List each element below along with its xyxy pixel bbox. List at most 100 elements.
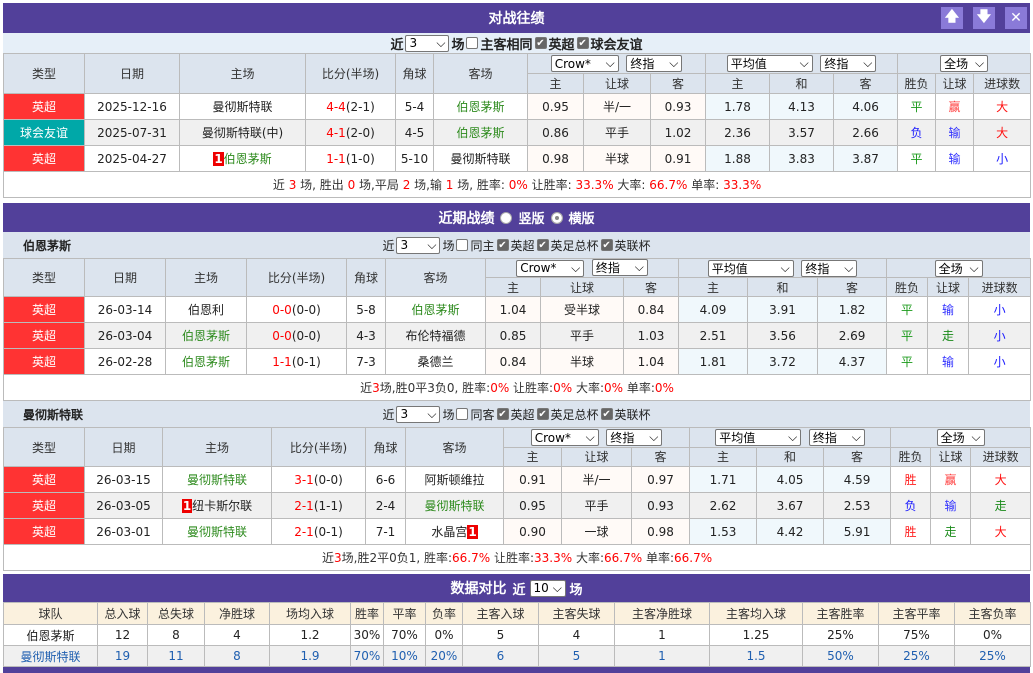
close-icon[interactable]: ✕: [1005, 7, 1027, 29]
league-checkbox[interactable]: ✔: [600, 408, 613, 420]
team-name[interactable]: 布伦特福德: [405, 329, 466, 343]
league-type[interactable]: 英超: [3, 296, 85, 323]
match-row[interactable]: 英超 26-03-01 曼彻斯特联 2-1(0-1) 7-1 水晶宫1 0.90 一球 0.98…: [3, 518, 1032, 545]
league-type[interactable]: 英超: [3, 518, 85, 545]
avg-kind-select[interactable]: 终指 ⌵: [801, 259, 858, 277]
away-team[interactable]: 伯恩茅斯: [433, 119, 528, 146]
league-type[interactable]: 英超: [3, 145, 85, 172]
away-team[interactable]: 曼彻斯特联: [405, 492, 504, 519]
league-checkbox[interactable]: ✔: [576, 37, 589, 49]
match-score[interactable]: 4-4(2-1): [305, 93, 396, 120]
team-same-checkbox[interactable]: [456, 408, 469, 420]
home-team[interactable]: 曼彻斯特联: [162, 518, 272, 545]
team-name[interactable]: 曼彻斯特联: [450, 152, 511, 166]
team-name[interactable]: 桑德兰: [417, 355, 454, 369]
away-team[interactable]: 曼彻斯特联: [433, 145, 528, 172]
team-name[interactable]: 阿斯顿维拉: [424, 473, 485, 487]
match-row[interactable]: 英超 2025-04-27 1伯恩茅斯 1-1(1-0) 5-10 曼彻斯特联 0.98 半球…: [3, 145, 1032, 172]
away-team[interactable]: 布伦特福德: [385, 322, 486, 349]
stats-count-select[interactable]: 10 ⌵: [529, 579, 566, 597]
team-name[interactable]: 曼彻斯特联(中): [201, 126, 284, 140]
match-row[interactable]: 英超 26-03-14 伯恩利 0-0(0-0) 5-8 伯恩茅斯 1.04 受半球 0.84 4…: [3, 296, 1032, 323]
team-count-select[interactable]: 3 ⌵: [396, 405, 441, 423]
team-name[interactable]: 伯恩茅斯: [456, 126, 505, 140]
team-name[interactable]: 伯恩茅斯: [181, 355, 230, 369]
away-team[interactable]: 伯恩茅斯: [433, 93, 528, 120]
avg-select[interactable]: 平均值 ⌵: [715, 428, 802, 446]
match-score[interactable]: 2-1(0-1): [271, 518, 366, 545]
h2h-count-select[interactable]: 3 ⌵: [405, 34, 450, 52]
league-type[interactable]: 英超: [3, 492, 85, 519]
team-same-checkbox[interactable]: [456, 239, 469, 251]
company-select[interactable]: Crow* ⌵: [550, 55, 619, 73]
match-row[interactable]: 英超 26-02-28 伯恩茅斯 1-1(0-1) 7-3 桑德兰 0.84 半球 1.04 1.…: [3, 348, 1032, 375]
league-type[interactable]: 英超: [3, 93, 85, 120]
league-checkbox[interactable]: ✔: [600, 239, 613, 251]
company-select[interactable]: Crow* ⌵: [516, 259, 585, 277]
period-select[interactable]: 全场 ⌵: [940, 55, 989, 72]
home-team[interactable]: 伯恩利: [165, 296, 247, 323]
team-name[interactable]: 水晶宫: [431, 525, 468, 539]
league-type[interactable]: 英超: [3, 466, 85, 493]
match-row[interactable]: 英超 26-03-15 曼彻斯特联 3-1(0-0) 6-6 阿斯顿维拉 0.91 半/一 0.…: [3, 466, 1032, 493]
away-team[interactable]: 伯恩茅斯: [385, 296, 486, 323]
home-team[interactable]: 伯恩茅斯: [165, 348, 247, 375]
layout-option-label[interactable]: 横版: [568, 212, 595, 227]
away-team[interactable]: 水晶宫1: [405, 518, 504, 545]
away-team[interactable]: 桑德兰: [385, 348, 486, 375]
match-score[interactable]: 2-1(1-1): [271, 492, 366, 519]
match-score[interactable]: 4-1(2-0): [305, 119, 396, 146]
home-team[interactable]: 伯恩茅斯: [165, 322, 247, 349]
team-count-select[interactable]: 3 ⌵: [396, 236, 441, 254]
home-team[interactable]: 曼彻斯特联: [162, 466, 272, 493]
league-type[interactable]: 英超: [3, 322, 85, 349]
match-score[interactable]: 0-0(0-0): [246, 322, 347, 349]
league-checkbox[interactable]: ✔: [496, 239, 509, 251]
odds-kind-select[interactable]: 终指 ⌵: [606, 428, 663, 446]
down-arrow-icon[interactable]: 🡇: [973, 7, 995, 29]
league-checkbox[interactable]: ✔: [496, 408, 509, 420]
match-row[interactable]: 球会友谊 2025-07-31 曼彻斯特联(中) 4-1(2-0) 4-5 伯恩茅斯 0.8…: [3, 119, 1032, 146]
team-name[interactable]: 纽卡斯尔联: [192, 499, 253, 513]
match-row[interactable]: 英超 26-03-04 伯恩茅斯 0-0(0-0) 4-3 布伦特福德 0.85 平手 1.03…: [3, 322, 1032, 349]
up-arrow-icon[interactable]: 🡅: [941, 7, 963, 29]
match-score[interactable]: 1-1(0-1): [246, 348, 347, 375]
home-team[interactable]: 曼彻斯特联(中): [179, 119, 306, 146]
match-row[interactable]: 英超 26-03-05 1纽卡斯尔联 2-1(1-1) 2-4 曼彻斯特联 0.95 平手 0.…: [3, 492, 1032, 519]
avg-select[interactable]: 平均值 ⌵: [707, 259, 794, 277]
team-name[interactable]: 伯恩利: [187, 303, 224, 317]
period-select[interactable]: 全场 ⌵: [936, 428, 985, 446]
league-checkbox[interactable]: ✔: [536, 239, 549, 251]
avg-kind-select[interactable]: 终指 ⌵: [808, 428, 865, 446]
match-score[interactable]: 1-1(1-0): [305, 145, 396, 172]
away-team[interactable]: 阿斯顿维拉: [405, 466, 504, 493]
team-name[interactable]: 伯恩茅斯: [181, 329, 230, 343]
league-checkbox[interactable]: ✔: [536, 408, 549, 420]
layout-option-label[interactable]: 竖版: [518, 212, 545, 227]
team-name[interactable]: 曼彻斯特联: [186, 525, 247, 539]
team-name[interactable]: 伯恩茅斯: [456, 100, 505, 114]
team-name[interactable]: 曼彻斯特联: [424, 499, 485, 513]
company-select[interactable]: Crow* ⌵: [530, 429, 599, 446]
home-team[interactable]: 曼彻斯特联: [179, 93, 306, 120]
league-type[interactable]: 球会友谊: [3, 119, 85, 146]
odds-kind-select[interactable]: 终指 ⌵: [626, 54, 683, 72]
period-select[interactable]: 全场 ⌵: [934, 259, 983, 277]
team-name[interactable]: 伯恩茅斯: [223, 152, 272, 166]
match-row[interactable]: 英超 2025-12-16 曼彻斯特联 4-4(2-1) 5-4 伯恩茅斯 0.95 半/一 0…: [3, 93, 1032, 120]
odds-kind-select[interactable]: 终指 ⌵: [591, 259, 648, 277]
avg-kind-select[interactable]: 终指 ⌵: [820, 55, 877, 72]
avg-select[interactable]: 平均值 ⌵: [726, 55, 813, 72]
league-type[interactable]: 英超: [3, 348, 85, 375]
home-team[interactable]: 1纽卡斯尔联: [162, 492, 272, 519]
team-name[interactable]: 曼彻斯特联: [212, 100, 273, 114]
match-score[interactable]: 3-1(0-0): [271, 466, 366, 493]
layout-radio[interactable]: [500, 211, 513, 224]
league-checkbox[interactable]: ✔: [534, 37, 547, 49]
layout-radio[interactable]: [550, 211, 563, 224]
h2h-same-checkbox[interactable]: [466, 37, 479, 49]
team-name[interactable]: 伯恩茅斯: [411, 303, 460, 317]
team-name[interactable]: 曼彻斯特联: [186, 473, 247, 487]
home-team[interactable]: 1伯恩茅斯: [179, 145, 306, 172]
match-score[interactable]: 0-0(0-0): [246, 296, 347, 323]
